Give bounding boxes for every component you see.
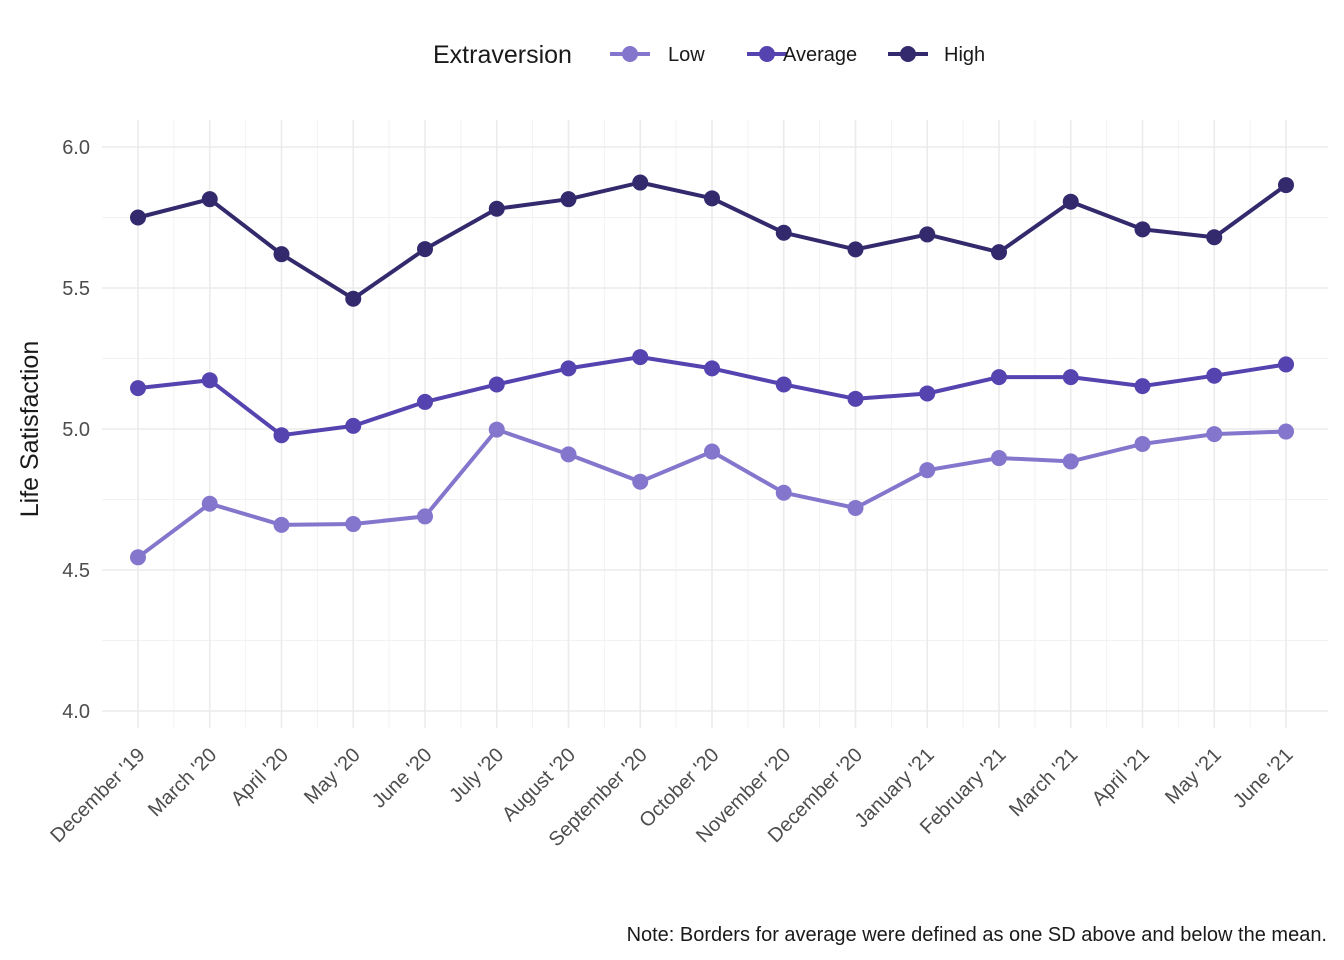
data-point xyxy=(919,385,936,402)
legend-key-low xyxy=(610,46,650,62)
data-point xyxy=(919,226,936,243)
legend-label-average: Average xyxy=(783,44,857,66)
series-low xyxy=(130,421,1294,566)
data-point xyxy=(991,369,1007,386)
data-point xyxy=(847,241,864,258)
legend-key-point xyxy=(759,46,775,62)
data-point xyxy=(130,209,146,226)
x-tick-label: April '20 xyxy=(227,744,293,810)
data-point xyxy=(417,393,433,410)
data-point xyxy=(1134,435,1151,452)
legend-key-high xyxy=(888,46,928,62)
data-point xyxy=(560,446,577,463)
data-point xyxy=(632,174,649,191)
legend-title: Extraversion xyxy=(433,41,572,69)
data-point xyxy=(560,191,577,208)
data-point xyxy=(1134,378,1151,395)
y-tick-label: 5.0 xyxy=(62,419,90,441)
data-point xyxy=(704,190,720,207)
data-point xyxy=(1062,369,1079,386)
legend-key-point xyxy=(622,46,638,62)
data-point xyxy=(345,290,362,307)
data-point xyxy=(273,246,290,263)
data-point xyxy=(488,200,505,217)
grid-lines xyxy=(102,120,1328,728)
data-point xyxy=(488,376,505,393)
chart-caption: Note: Borders for average were defined a… xyxy=(627,924,1327,946)
data-point xyxy=(417,241,433,258)
legend-label-low: Low xyxy=(668,44,705,66)
x-tick-label: March '20 xyxy=(144,744,221,821)
legend-key-average xyxy=(747,46,787,62)
data-point xyxy=(1206,229,1223,246)
data-point xyxy=(775,376,792,393)
x-tick-label: June '20 xyxy=(368,744,437,813)
y-tick-label: 6.0 xyxy=(62,137,90,159)
data-point xyxy=(775,224,792,241)
data-point xyxy=(1278,423,1294,440)
data-point xyxy=(632,473,649,490)
series-high xyxy=(130,174,1294,307)
data-point xyxy=(345,417,362,434)
data-point xyxy=(1206,367,1223,384)
y-axis-title: Life Satisfaction xyxy=(16,341,44,518)
data-point xyxy=(991,244,1007,261)
data-point xyxy=(1062,453,1079,470)
legend-label-high: High xyxy=(944,44,985,66)
x-tick-label: December '19 xyxy=(46,744,149,847)
data-point xyxy=(1134,221,1151,238)
data-point xyxy=(1062,193,1079,210)
x-tick-label: March '21 xyxy=(1005,744,1082,821)
data-point xyxy=(632,349,649,366)
data-point xyxy=(201,372,218,389)
legend: Extraversion Low Average High xyxy=(433,41,985,69)
data-point xyxy=(919,462,936,479)
data-point xyxy=(345,516,362,533)
x-tick-label: July '20 xyxy=(445,744,508,807)
data-point xyxy=(775,484,792,501)
data-point xyxy=(991,450,1007,467)
series-layer xyxy=(130,174,1294,566)
data-point xyxy=(201,191,218,208)
x-tick-label: April '21 xyxy=(1088,744,1154,810)
data-point xyxy=(273,516,290,533)
data-point xyxy=(130,549,146,566)
y-tick-label: 4.0 xyxy=(62,701,90,723)
x-tick-label: June '21 xyxy=(1229,744,1298,813)
data-point xyxy=(1278,356,1294,373)
series-average xyxy=(130,349,1294,444)
y-tick-label: 5.5 xyxy=(62,278,90,300)
y-axis-ticks: 4.0 4.5 5.0 5.5 6.0 xyxy=(62,137,90,723)
data-point xyxy=(417,508,433,525)
data-point xyxy=(130,380,146,397)
legend-key-point xyxy=(900,46,916,62)
y-tick-label: 4.5 xyxy=(62,560,90,582)
data-point xyxy=(560,360,577,377)
data-point xyxy=(1206,426,1223,443)
data-point xyxy=(704,360,720,377)
x-tick-label: May '21 xyxy=(1161,744,1226,809)
data-point xyxy=(273,427,290,444)
data-point xyxy=(488,421,505,438)
data-point xyxy=(1278,177,1294,194)
x-tick-label: May '20 xyxy=(300,744,365,809)
data-point xyxy=(201,495,218,512)
data-point xyxy=(704,443,720,460)
data-point xyxy=(847,390,864,407)
data-point xyxy=(847,499,864,516)
